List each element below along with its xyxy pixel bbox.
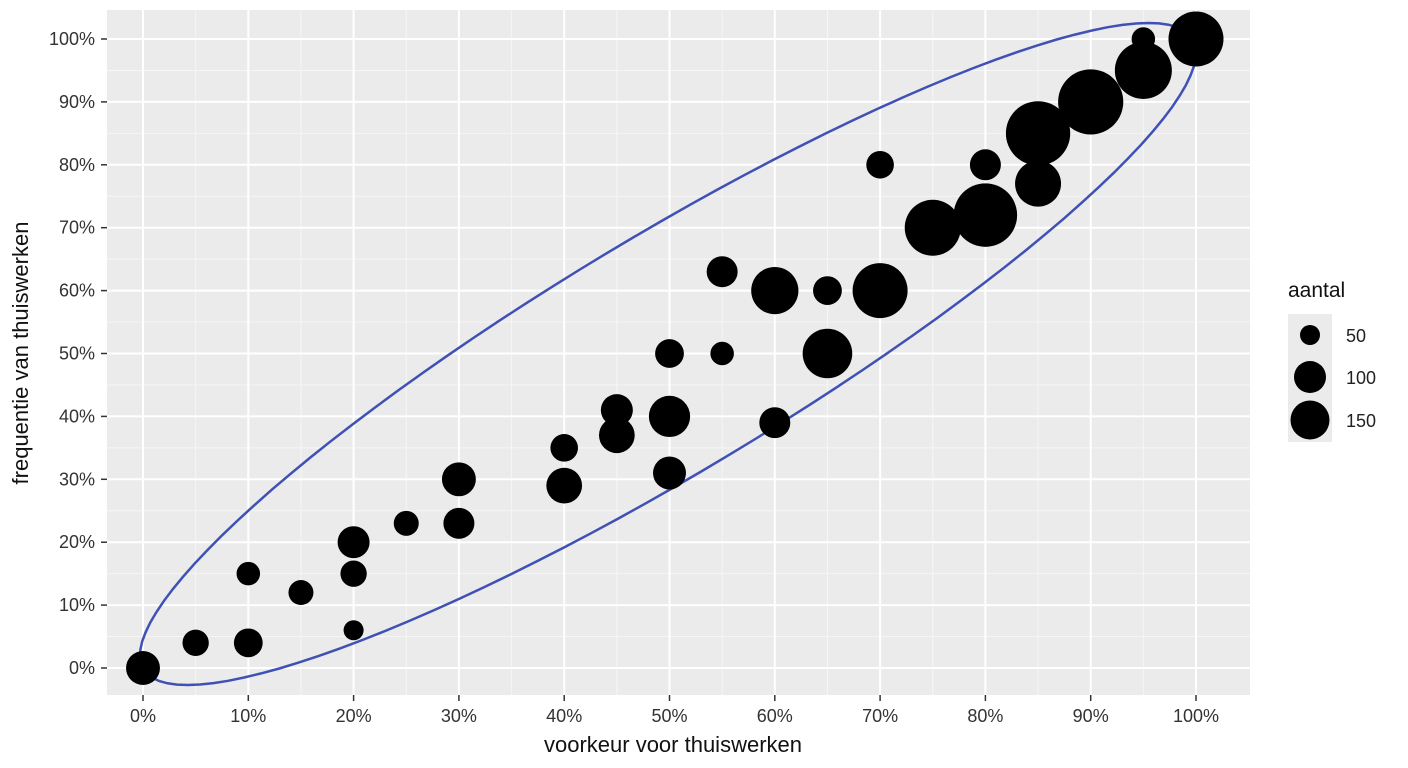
- data-point: [655, 339, 684, 368]
- y-axis-title: frequentie van thuiswerken: [8, 222, 33, 485]
- x-tick-label: 20%: [336, 706, 372, 726]
- data-point: [600, 394, 633, 427]
- data-point: [1114, 41, 1172, 99]
- y-tick-label: 20%: [59, 532, 95, 552]
- y-axis: 0% 10% 20% 30% 40% 50% 60% 70% 80% 90% 100%: [49, 29, 107, 678]
- data-point: [1168, 11, 1224, 67]
- y-tick-label: 50%: [59, 344, 95, 364]
- y-tick-label: 10%: [59, 595, 95, 615]
- y-tick-label: 40%: [59, 406, 95, 426]
- legend: aantal 50 100 150: [1288, 279, 1376, 442]
- legend-label: 100: [1346, 368, 1376, 388]
- data-point: [340, 560, 367, 587]
- data-points: [126, 11, 1224, 685]
- data-point: [343, 620, 364, 641]
- x-tick-label: 60%: [757, 706, 793, 726]
- x-tick-label: 30%: [441, 706, 477, 726]
- data-point: [598, 417, 635, 454]
- data-point: [233, 628, 263, 658]
- data-point: [288, 580, 314, 606]
- data-point: [813, 276, 842, 305]
- legend-key-bubble: [1294, 361, 1326, 393]
- x-tick-label: 40%: [546, 706, 582, 726]
- data-point: [126, 651, 160, 685]
- y-tick-label: 100%: [49, 29, 95, 49]
- data-point: [969, 149, 1001, 181]
- data-point: [759, 407, 791, 439]
- data-point: [653, 456, 686, 490]
- data-point: [1131, 27, 1156, 51]
- y-tick-label: 30%: [59, 469, 95, 489]
- x-axis: 0% 10% 20% 30% 40% 50% 60% 70% 80% 90% 100%: [130, 695, 1219, 726]
- data-point: [648, 395, 691, 438]
- x-tick-label: 80%: [967, 706, 1003, 726]
- y-tick-label: 80%: [59, 155, 95, 175]
- x-tick-label: 50%: [651, 706, 687, 726]
- legend-title: aantal: [1288, 279, 1345, 302]
- legend-key-bubble: [1290, 400, 1330, 440]
- y-tick-label: 70%: [59, 218, 95, 238]
- data-point: [1005, 101, 1071, 166]
- data-point: [443, 507, 475, 539]
- data-point: [546, 467, 583, 504]
- legend-entries: 50 100 150: [1290, 325, 1376, 440]
- x-tick-label: 100%: [1173, 706, 1219, 726]
- x-tick-label: 0%: [130, 706, 156, 726]
- data-point: [337, 526, 370, 559]
- y-tick-label: 90%: [59, 92, 95, 112]
- data-point: [706, 256, 738, 288]
- legend-label: 150: [1346, 411, 1376, 431]
- data-point: [751, 266, 799, 315]
- data-point: [1058, 69, 1124, 135]
- data-point: [953, 183, 1018, 247]
- data-point: [182, 629, 209, 657]
- y-tick-label: 60%: [59, 281, 95, 301]
- data-point: [1015, 160, 1062, 207]
- x-tick-label: 10%: [230, 706, 266, 726]
- data-point: [852, 263, 908, 319]
- data-point: [236, 561, 261, 586]
- data-point: [802, 328, 853, 379]
- legend-key-bubble: [1300, 325, 1320, 345]
- y-tick-label: 0%: [69, 658, 95, 678]
- legend-label: 50: [1346, 326, 1366, 346]
- data-point: [710, 341, 734, 366]
- x-axis-title: voorkeur voor thuiswerken: [544, 732, 802, 757]
- x-tick-label: 90%: [1073, 706, 1109, 726]
- data-point: [550, 434, 579, 462]
- x-tick-label: 70%: [862, 706, 898, 726]
- data-point: [866, 150, 894, 179]
- data-point: [393, 510, 419, 536]
- data-point: [441, 462, 476, 497]
- data-point: [904, 199, 961, 256]
